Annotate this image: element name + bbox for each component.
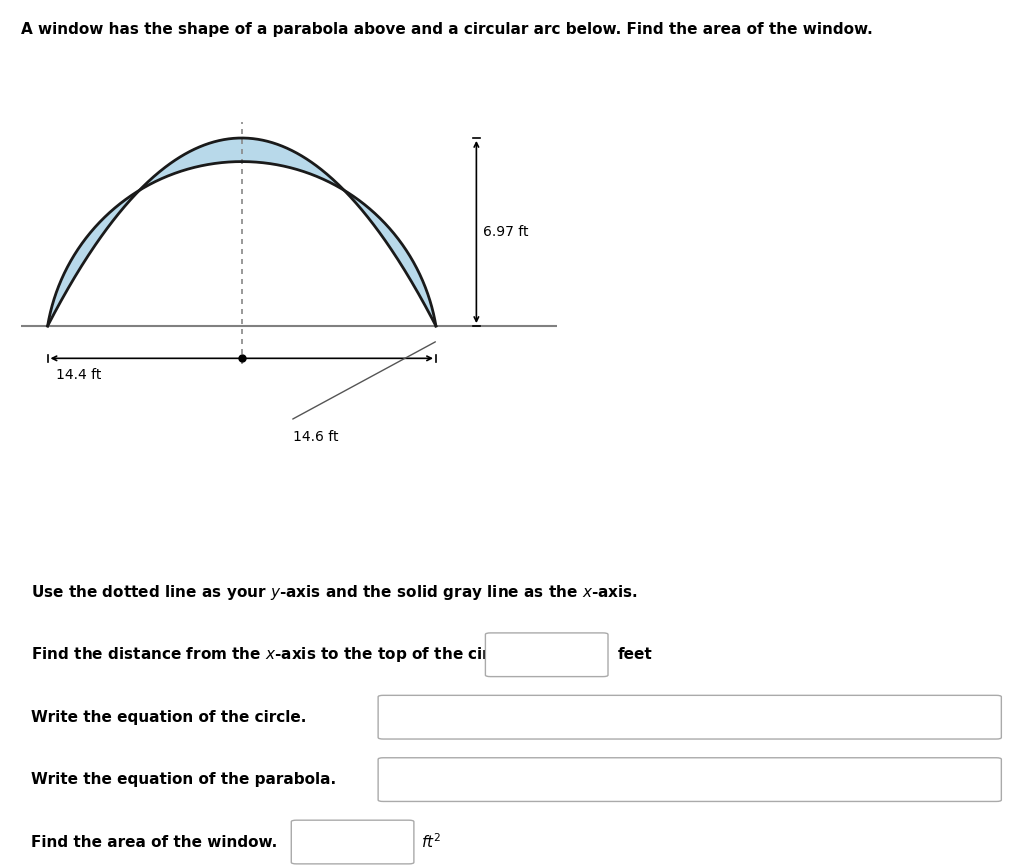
Text: 6.97 ft: 6.97 ft bbox=[483, 225, 528, 239]
Text: Find the area of the window.: Find the area of the window. bbox=[31, 835, 277, 850]
Text: 14.6 ft: 14.6 ft bbox=[293, 430, 338, 444]
Text: Write the equation of the parabola.: Write the equation of the parabola. bbox=[31, 772, 335, 787]
FancyBboxPatch shape bbox=[378, 695, 1001, 739]
FancyBboxPatch shape bbox=[378, 758, 1001, 801]
FancyBboxPatch shape bbox=[291, 820, 414, 864]
Text: feet: feet bbox=[618, 648, 653, 662]
Polygon shape bbox=[47, 138, 436, 326]
Text: $ft^2$: $ft^2$ bbox=[421, 832, 442, 851]
Text: Write the equation of the circle.: Write the equation of the circle. bbox=[31, 710, 307, 725]
Text: A window has the shape of a parabola above and a circular arc below. Find the ar: A window has the shape of a parabola abo… bbox=[21, 22, 872, 36]
Text: 14.4 ft: 14.4 ft bbox=[56, 368, 101, 381]
Text: Use the dotted line as your $y$-axis and the solid gray line as the $x$-axis.: Use the dotted line as your $y$-axis and… bbox=[31, 583, 638, 602]
Text: Find the distance from the $x$-axis to the top of the circle.: Find the distance from the $x$-axis to t… bbox=[31, 645, 520, 664]
FancyBboxPatch shape bbox=[485, 633, 608, 676]
